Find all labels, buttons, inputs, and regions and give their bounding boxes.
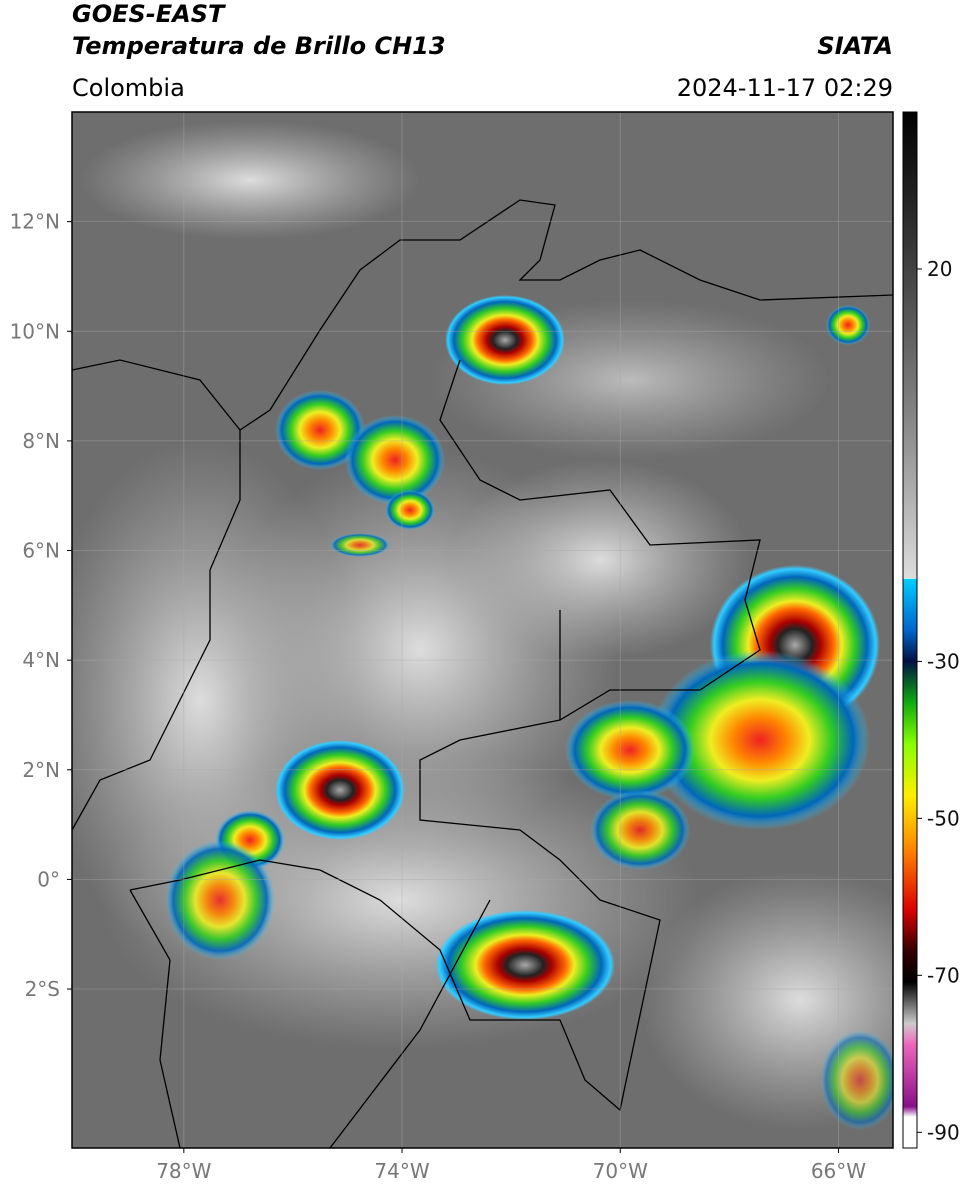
region: Colombia xyxy=(72,74,185,102)
lat-tick-label: 12°N xyxy=(10,210,60,234)
colorbar-tick-label: -90 xyxy=(927,1120,960,1144)
source: SIATA xyxy=(817,32,893,60)
satellite-image xyxy=(72,112,893,1148)
colorbar xyxy=(902,111,918,1149)
lat-tick-label: 0° xyxy=(37,867,60,891)
title: GOES-EAST xyxy=(72,0,226,28)
lon-tick-label: 74°W xyxy=(374,1159,429,1183)
lat-tick-label: 2°N xyxy=(22,758,60,782)
lat-tick-label: 10°N xyxy=(10,319,60,343)
lat-tick-label: 6°N xyxy=(22,539,60,563)
map-frame xyxy=(71,111,894,1149)
lat-tick-label: 8°N xyxy=(22,429,60,453)
lon-tick-label: 70°W xyxy=(593,1159,648,1183)
subtitle: Temperatura de Brillo CH13 xyxy=(72,32,446,60)
borders xyxy=(72,199,893,1148)
lon-tick-label: 78°W xyxy=(156,1159,211,1183)
colorbar-tick-label: 20 xyxy=(927,257,952,281)
lon-tick-label: 66°W xyxy=(811,1159,866,1183)
colorbar-tick-label: -50 xyxy=(927,806,960,830)
colorbar-tick-label: -30 xyxy=(927,649,960,673)
colorbar-tick-label: -70 xyxy=(927,963,960,987)
datetime: 2024-11-17 02:29 xyxy=(677,74,893,102)
lat-tick-label: 2°S xyxy=(25,977,60,1001)
lat-tick-label: 4°N xyxy=(22,648,60,672)
